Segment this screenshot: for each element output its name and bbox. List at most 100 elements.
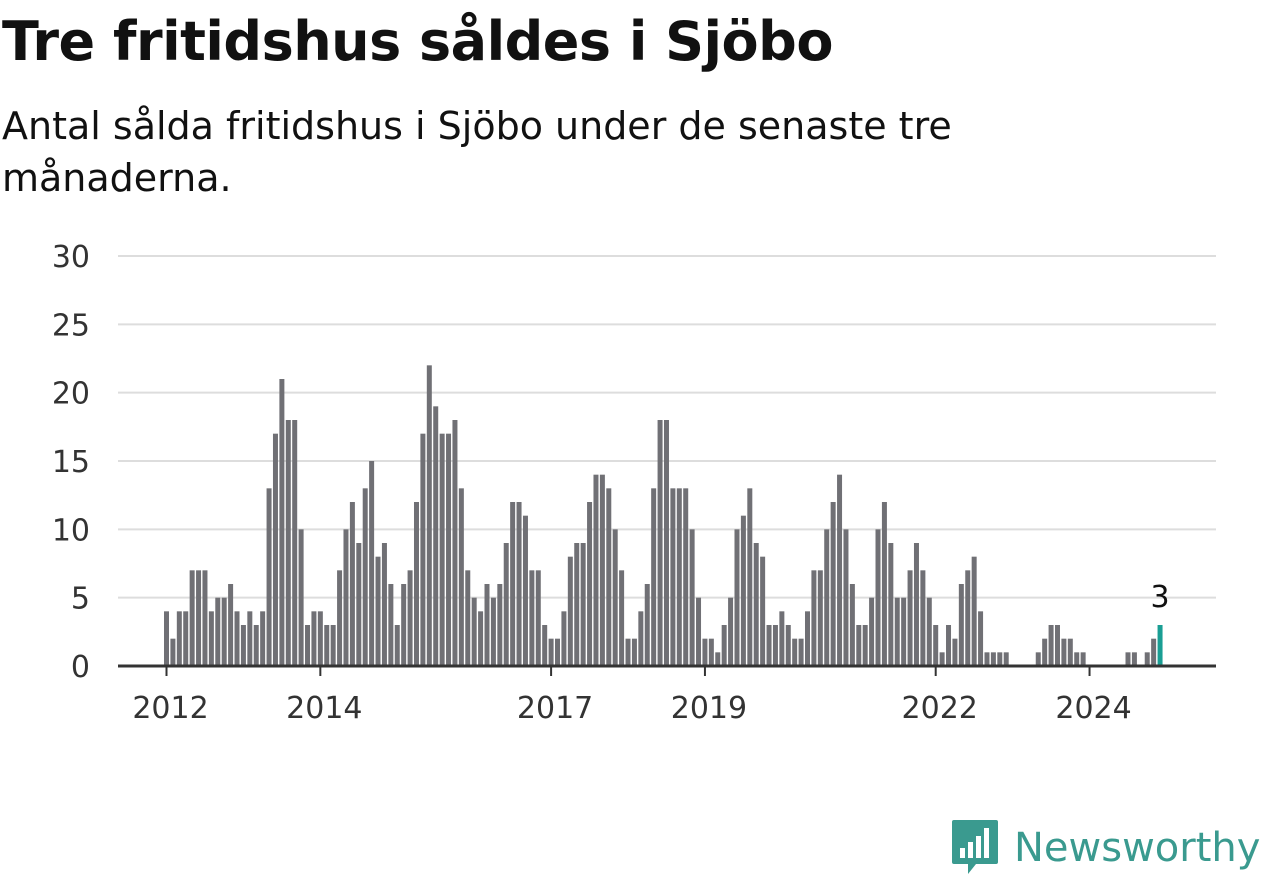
bar (901, 597, 907, 666)
bar (869, 597, 875, 666)
bar (760, 556, 766, 666)
bar (561, 611, 567, 666)
newsworthy-logo: Newsworthy (950, 818, 1260, 878)
bar (1042, 638, 1048, 666)
bar (894, 597, 900, 666)
bar (1125, 652, 1131, 666)
chart-subtitle: Antal sålda fritidshus i Sjöbo under de … (2, 104, 952, 200)
bar (792, 638, 798, 666)
y-tick-label: 15 (52, 445, 90, 480)
bar (952, 638, 958, 666)
bar (228, 584, 234, 666)
bar (170, 638, 176, 666)
bar (958, 584, 964, 666)
bar (849, 584, 855, 666)
bar (856, 625, 862, 666)
bar (670, 488, 676, 666)
bar (1054, 625, 1060, 666)
bar (644, 584, 650, 666)
x-tick-label: 2024 (1055, 691, 1131, 726)
bar (638, 611, 644, 666)
bar (324, 625, 330, 666)
bar (683, 488, 689, 666)
bar (747, 488, 753, 666)
bar (446, 433, 452, 666)
bar (881, 502, 887, 666)
bar (330, 625, 336, 666)
bar (215, 597, 221, 666)
bar (381, 543, 387, 666)
highlight-bar (1157, 625, 1163, 666)
bar (362, 488, 368, 666)
bar (272, 433, 278, 666)
bar (221, 597, 227, 666)
bar (798, 638, 804, 666)
bar (510, 502, 516, 666)
bar (1074, 652, 1080, 666)
bar (266, 488, 272, 666)
bar (939, 652, 945, 666)
chart-title: Tre fritidshus såldes i Sjöbo (2, 10, 833, 73)
bar (478, 611, 484, 666)
bar (253, 625, 259, 666)
bar (369, 461, 375, 666)
bar (740, 515, 746, 666)
bar (753, 543, 759, 666)
bar (279, 379, 285, 666)
bar (285, 420, 291, 666)
bar (824, 529, 830, 666)
bar (830, 502, 836, 666)
x-tick-label: 2022 (902, 691, 978, 726)
bar (779, 611, 785, 666)
bar (978, 611, 984, 666)
bar (548, 638, 554, 666)
bar (772, 625, 778, 666)
bar (388, 584, 394, 666)
bar (708, 638, 714, 666)
bar (862, 625, 868, 666)
x-tick-label: 2014 (286, 691, 362, 726)
bar (1080, 652, 1086, 666)
bar (375, 556, 381, 666)
bar (926, 597, 932, 666)
highlight-value-label: 3 (1151, 580, 1170, 615)
bar (696, 597, 702, 666)
bar (574, 543, 580, 666)
bar (317, 611, 323, 666)
bar (702, 638, 708, 666)
bar-chart: 0 5 10 15 20 25 30 2012 2014 2017 2019 2022 2024 3 (52, 240, 1216, 726)
bar (946, 625, 952, 666)
bar (631, 638, 637, 666)
value-labels: 3 (1151, 580, 1170, 615)
bars (164, 365, 1163, 666)
bar (202, 570, 208, 666)
bar (401, 584, 407, 666)
bar (164, 611, 169, 666)
bar (542, 625, 548, 666)
bar (619, 570, 625, 666)
bar (260, 611, 266, 666)
bar (305, 625, 311, 666)
bar (1035, 652, 1041, 666)
bar (183, 611, 189, 666)
y-tick-label: 0 (71, 650, 90, 685)
bar (458, 488, 464, 666)
bar (920, 570, 926, 666)
bar (676, 488, 682, 666)
bar (933, 625, 939, 666)
bar (196, 570, 202, 666)
bar (522, 515, 528, 666)
bar (580, 543, 586, 666)
bar (452, 420, 458, 666)
bar (875, 529, 881, 666)
bar (625, 638, 631, 666)
bar (189, 570, 195, 666)
bar (728, 597, 734, 666)
bar (311, 611, 317, 666)
bar (837, 474, 843, 666)
bar (465, 570, 471, 666)
bar (811, 570, 817, 666)
y-tick-label: 5 (71, 582, 90, 617)
bar (555, 638, 561, 666)
bar (208, 611, 214, 666)
